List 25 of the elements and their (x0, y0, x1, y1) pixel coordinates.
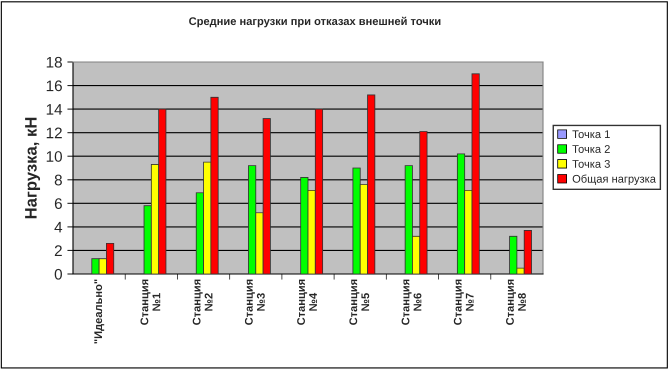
x-tick-label: Станция №5 (349, 280, 370, 325)
legend-label: Общая нагрузка (572, 174, 656, 185)
chart-title: Средние нагрузки при отказах внешней точки (189, 16, 440, 28)
y-axis-title: Нагрузка, кН (25, 118, 40, 218)
legend-label: Точка 1 (572, 130, 610, 138)
x-tick-label: Станция №7 (454, 280, 474, 325)
y-tick-label: 12 (46, 128, 62, 138)
x-tick-label: Станция №3 (244, 280, 265, 325)
legend-label: Точка 3 (572, 160, 610, 168)
x-tick-label: Станция №1 (140, 280, 160, 325)
y-tick-label: 8 (54, 174, 62, 186)
x-tick-label: "Идеально" (94, 280, 104, 344)
y-tick-label: 0 (54, 268, 62, 280)
x-tick-label: Станция №8 (506, 280, 526, 325)
y-tick-label: 4 (54, 222, 62, 232)
x-tick-label: Станция №6 (402, 280, 422, 325)
y-tick-label: 6 (54, 198, 62, 210)
y-tick-label: 2 (54, 245, 62, 256)
x-tick-label: Станция №4 (297, 280, 317, 325)
y-tick-label: 10 (46, 151, 62, 162)
y-tick-label: 16 (46, 80, 62, 92)
x-tick-label: Станция №2 (192, 280, 212, 325)
y-tick-label: 14 (46, 104, 62, 115)
y-tick-label: 18 (46, 56, 62, 68)
legend-label: Точка 2 (572, 145, 610, 153)
